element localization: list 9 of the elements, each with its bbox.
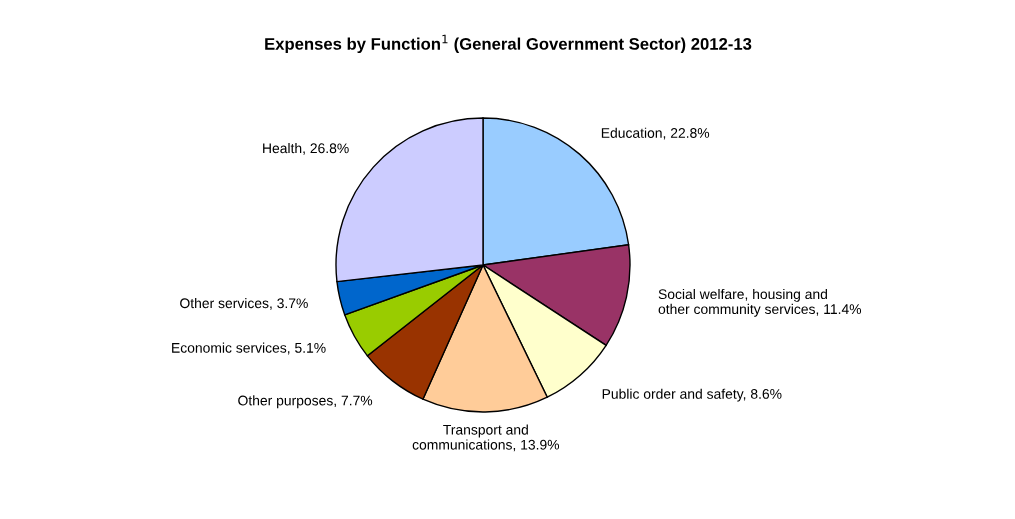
chart-title: Expenses by Function$^{1}$ (General Government Sector) 2012-13 (265, 34, 752, 54)
slice-label: Education, 22.8% (601, 127, 710, 140)
slice-label: Transport and communications, 13.9% (412, 424, 560, 452)
slice-label: Social welfare, housing and other community services, 11.4% (658, 288, 862, 317)
slice-label: Public order and safety, 8.6% (602, 388, 782, 402)
slice-label: Health, 26.8% (263, 143, 349, 155)
slice-label: Other services, 3.7% (180, 297, 308, 310)
slice-label: Other purposes, 7.7% (238, 395, 373, 409)
slice-label: Economic services, 5.1% (172, 342, 326, 355)
